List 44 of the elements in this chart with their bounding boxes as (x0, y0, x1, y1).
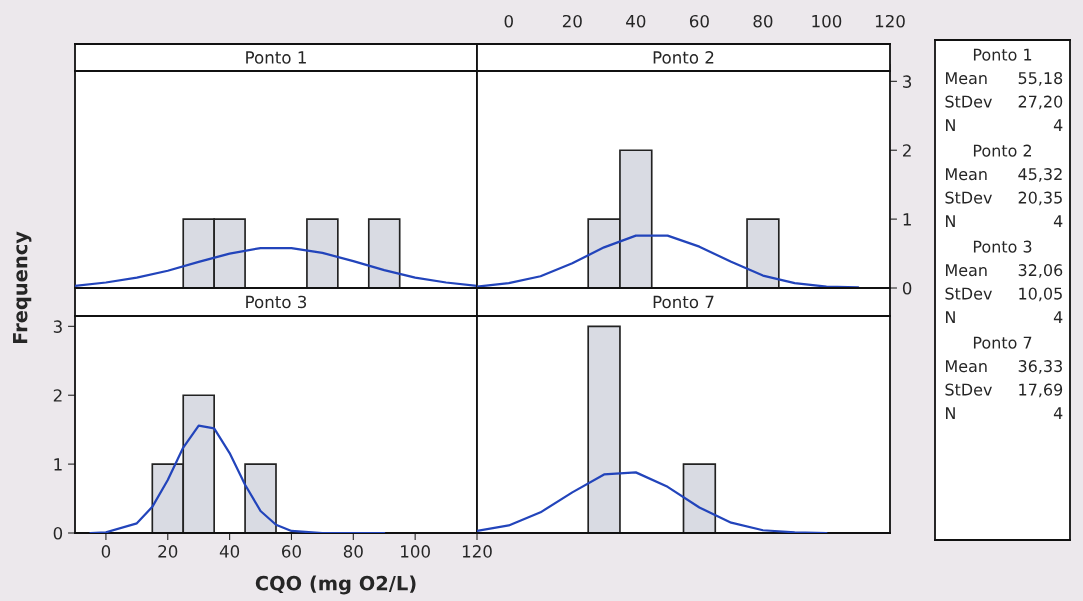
x-axis-title: CQO (mg O2/L) (255, 575, 416, 595)
text: Mean 45,32 (946, 168, 1062, 182)
chart-title: Ponto 3 (246, 295, 307, 309)
x-tick-label: 100 (812, 14, 842, 28)
text: Mean 32,06 (946, 264, 1063, 278)
y-tick-label: 0 (53, 526, 63, 540)
text: Mean 36,33 (946, 360, 1062, 374)
x-tick-label: 20 (562, 14, 582, 28)
chart-title: Ponto 7 (973, 336, 1032, 349)
text: N 4 (946, 119, 1063, 131)
y-tick-label: 1 (903, 213, 911, 226)
y-tick-label: 0 (902, 281, 912, 295)
chart-title: Ponto 3 (973, 240, 1032, 253)
x-tick-label: 120 (875, 14, 905, 28)
chart-title: Ponto 2 (653, 51, 714, 64)
text: StDev 27,20 (945, 95, 1063, 110)
x-tick-label: 100 (401, 545, 430, 558)
text: Mean 55,18 (946, 72, 1063, 86)
y-tick-label: 3 (53, 320, 62, 333)
x-tick-label: 120 (462, 545, 492, 558)
y-tick-label: 1 (54, 458, 62, 471)
y-axis-title: Frequency (13, 231, 32, 344)
text: N 4 (946, 311, 1063, 323)
x-tick-label: 0 (504, 14, 513, 28)
x-tick-label: 80 (753, 14, 773, 28)
x-tick-label: 40 (626, 14, 646, 28)
text: StDev 10,05 (945, 287, 1062, 302)
y-tick-label: 2 (903, 144, 911, 157)
x-tick-label: 80 (343, 545, 363, 558)
text: StDev 20,35 (945, 191, 1062, 206)
x-tick-label: 60 (282, 545, 301, 558)
x-tick-label: 40 (219, 545, 240, 558)
x-tick-label: 20 (158, 545, 178, 558)
text: StDev 17,69 (945, 383, 1063, 398)
chart-title: Ponto 1 (973, 48, 1032, 61)
chart-title: Ponto 7 (653, 295, 714, 309)
x-tick-label: 0 (101, 545, 111, 558)
chart-title: Ponto 1 (246, 51, 306, 64)
chart-title: Ponto 2 (973, 144, 1032, 157)
y-tick-label: 3 (903, 75, 912, 88)
x-tick-label: 60 (689, 14, 709, 28)
text: N 4 (946, 407, 1063, 419)
text: N 4 (946, 215, 1063, 227)
y-tick-label: 2 (53, 389, 62, 402)
